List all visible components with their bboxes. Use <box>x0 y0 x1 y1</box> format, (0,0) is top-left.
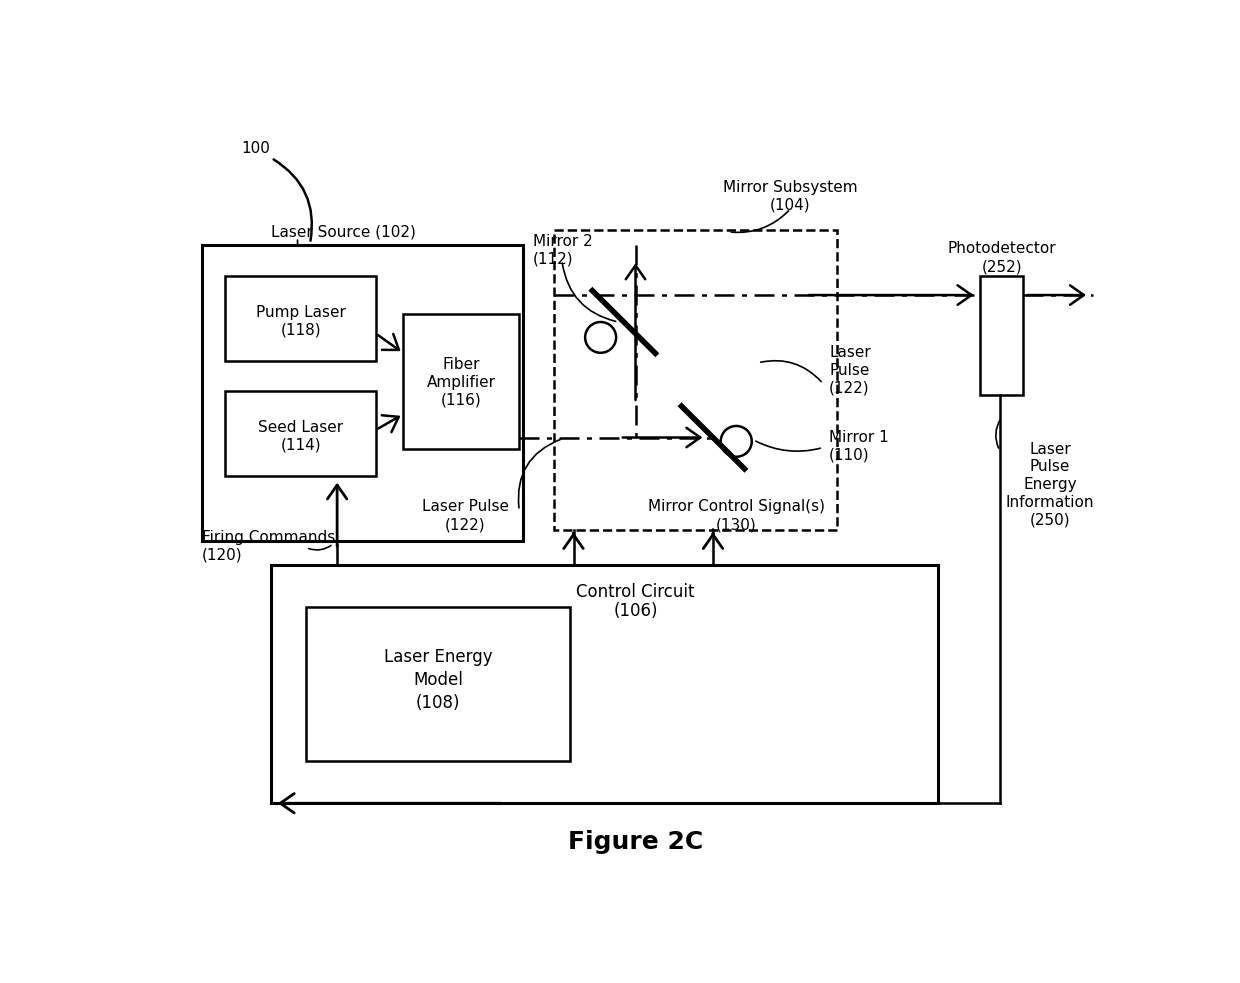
Text: (122): (122) <box>830 380 870 396</box>
Text: Mirror Control Signal(s): Mirror Control Signal(s) <box>647 499 825 514</box>
Text: Pump Laser: Pump Laser <box>255 305 346 319</box>
Text: Laser Source (102): Laser Source (102) <box>272 224 417 240</box>
Text: (116): (116) <box>440 392 481 407</box>
Text: Firing Commands: Firing Commands <box>201 530 335 546</box>
Text: Mirror Subsystem: Mirror Subsystem <box>723 180 858 195</box>
Text: (250): (250) <box>1029 512 1070 528</box>
Text: (104): (104) <box>770 198 811 212</box>
Text: Seed Laser: Seed Laser <box>258 420 343 435</box>
Bar <box>306 607 569 761</box>
Bar <box>403 315 520 449</box>
Text: 100: 100 <box>242 142 270 156</box>
Text: Model: Model <box>413 671 463 689</box>
Bar <box>272 564 937 803</box>
Text: (112): (112) <box>533 252 574 266</box>
Text: (120): (120) <box>201 548 242 563</box>
Text: Laser: Laser <box>830 345 870 361</box>
Bar <box>201 245 523 542</box>
Text: Mirror 1: Mirror 1 <box>830 430 889 445</box>
Text: Laser Energy: Laser Energy <box>383 648 492 665</box>
Text: Energy: Energy <box>1023 477 1076 492</box>
Text: (110): (110) <box>830 447 870 463</box>
Text: Laser: Laser <box>1029 441 1071 456</box>
Text: (130): (130) <box>715 517 756 532</box>
Bar <box>981 276 1023 395</box>
Text: (114): (114) <box>280 437 321 453</box>
Text: Information: Information <box>1006 494 1095 510</box>
Bar <box>554 230 837 530</box>
Text: Amplifier: Amplifier <box>427 375 496 389</box>
Text: (252): (252) <box>982 260 1023 274</box>
Text: (108): (108) <box>415 694 460 712</box>
Text: (122): (122) <box>445 517 485 532</box>
Text: Laser Pulse: Laser Pulse <box>422 499 508 514</box>
Text: Pulse: Pulse <box>830 363 869 378</box>
Text: Pulse: Pulse <box>1030 459 1070 474</box>
Text: Mirror 2: Mirror 2 <box>533 234 593 249</box>
Bar <box>224 276 376 361</box>
Text: (118): (118) <box>280 322 321 337</box>
Text: Photodetector: Photodetector <box>947 242 1056 257</box>
Text: (106): (106) <box>614 602 657 619</box>
Text: Fiber: Fiber <box>443 357 480 372</box>
Bar <box>224 391 376 476</box>
Text: Control Circuit: Control Circuit <box>577 583 694 601</box>
Text: Figure 2C: Figure 2C <box>568 830 703 854</box>
